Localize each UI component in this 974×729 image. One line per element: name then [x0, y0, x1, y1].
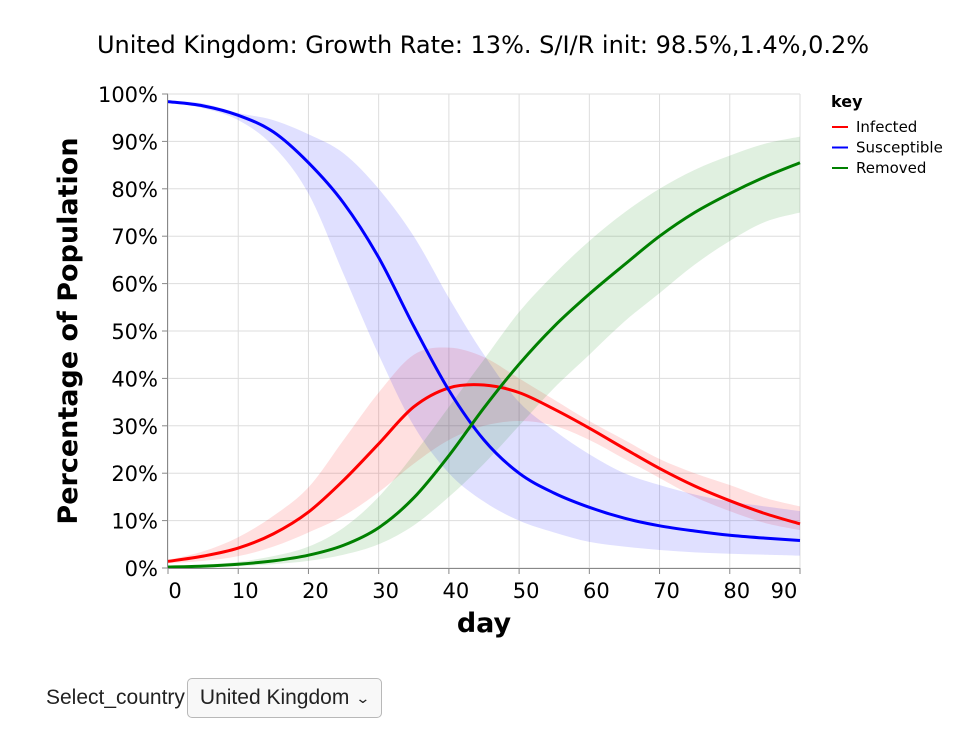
band-removed: [168, 136, 800, 568]
legend-label-infected: Infected: [856, 118, 917, 136]
country-selector: Select_country United Kingdom ⌄: [46, 678, 383, 718]
legend-title: key: [831, 92, 863, 111]
line-removed: [167, 161, 801, 569]
y-tick-label: 80%: [111, 178, 158, 202]
y-tick-label: 20%: [111, 462, 158, 486]
legend-label-susceptible: Susceptible: [856, 139, 943, 157]
y-tick-label: 100%: [98, 83, 158, 107]
x-tick-label: 20: [302, 579, 329, 603]
y-tick-label: 0%: [125, 557, 158, 581]
country-select[interactable]: United Kingdom ⌄: [186, 678, 383, 718]
y-tick-label: 10%: [111, 510, 158, 534]
select-country-label: Select_country: [46, 686, 185, 709]
x-tick-label: 80: [723, 579, 750, 603]
x-tick-label: 0: [168, 579, 181, 603]
series-lines: [167, 100, 801, 569]
band-infected: [168, 347, 800, 564]
y-tick-label: 30%: [111, 415, 158, 439]
line-susceptible: [167, 100, 801, 543]
legend-label-removed: Removed: [856, 159, 926, 177]
band-susceptible: [168, 100, 800, 556]
y-tick-label: 90%: [111, 130, 158, 154]
x-tick-label: 90: [771, 579, 798, 603]
line-infected: [167, 383, 801, 563]
legend: key Infected Susceptible Removed: [831, 92, 943, 177]
axes: 0 10 20 30 40 50 60 70 80 90 0% 10% 20% 30% 40% 50% 60% 7…: [98, 83, 801, 603]
y-tick-label: 70%: [111, 225, 158, 249]
chart-title: United Kingdom: Growth Rate: 13%. S/I/R …: [97, 31, 869, 59]
country-select-value: United Kingdom: [199, 686, 350, 709]
confidence-bands: [168, 100, 800, 568]
x-tick-label: 40: [443, 579, 470, 603]
x-tick-label: 50: [513, 579, 540, 603]
x-tick-label: 10: [232, 579, 259, 603]
y-tick-label: 40%: [111, 367, 158, 391]
y-tick-label: 60%: [111, 273, 158, 297]
chevron-down-icon: ⌄: [355, 689, 371, 706]
x-tick-label: 70: [653, 579, 680, 603]
x-tick-label: 30: [372, 579, 399, 603]
y-axis-title: Percentage of Population: [53, 137, 84, 524]
sir-chart: United Kingdom: Growth Rate: 13%. S/I/R …: [53, 31, 943, 639]
y-tick-label: 50%: [111, 320, 158, 344]
x-axis-title: day: [457, 608, 512, 639]
x-tick-label: 60: [583, 579, 610, 603]
